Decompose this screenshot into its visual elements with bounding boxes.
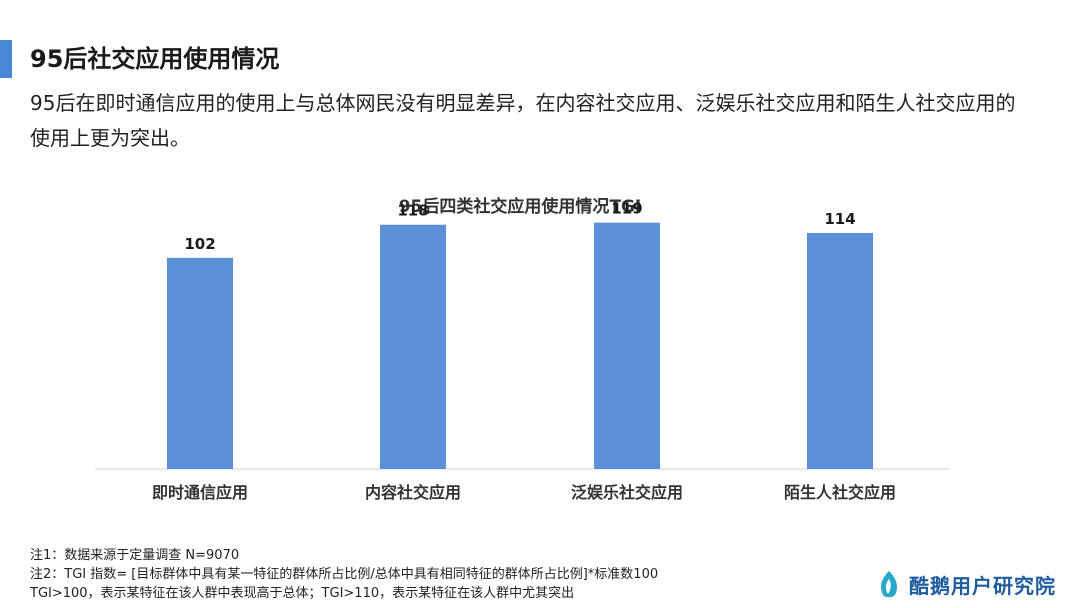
footnote-1: 注1：数据来源于定量调查 N=9070 (30, 548, 240, 563)
page-subtitle: 95后在即时通信应用的使用上与总体网民没有明显差异，在内容社交应用、泛娱乐社交应… (30, 91, 1016, 150)
chart-title: 95后四类社交应用使用情况TGI (399, 196, 642, 217)
penguin-flame-logo-icon (881, 571, 897, 598)
footnotes: 注1：数据来源于定量调查 N=9070 注2：TGI 指数= [目标群体中具有某… (30, 546, 658, 603)
data-label-1: 102 (184, 235, 215, 253)
title-accent-bar (0, 40, 12, 78)
data-label-4: 114 (824, 210, 855, 228)
bar-4 (807, 233, 873, 469)
data-label-2: 118 (397, 202, 428, 220)
category-label-4: 陌生人社交应用 (784, 483, 896, 502)
footnote-3: TGI>100，表示某特征在该人群中表现高于总体；TGI>110，表示某特征在该… (30, 586, 575, 601)
page-title: 95后社交应用使用情况 (30, 45, 280, 73)
brand-logo: 酷鹅用户研究院 (875, 568, 1056, 600)
data-label-3: 119 (611, 200, 642, 218)
bar-2 (380, 224, 446, 469)
category-label-2: 内容社交应用 (365, 483, 461, 502)
footnote-2: 注2：TGI 指数= [目标群体中具有某一特征的群体所占比例/总体中具有相同特征… (30, 567, 659, 582)
bar-1 (167, 257, 233, 469)
brand-name: 酷鹅用户研究院 (909, 573, 1056, 598)
category-label-1: 即时通信应用 (152, 483, 248, 502)
tgi-bar-chart: 95后四类社交应用使用情况TGI 102 即时通信应用 118 内容社交应用 119 泛娱… (95, 196, 950, 502)
bar-3 (594, 222, 660, 469)
category-label-3: 泛娱乐社交应用 (571, 483, 683, 502)
